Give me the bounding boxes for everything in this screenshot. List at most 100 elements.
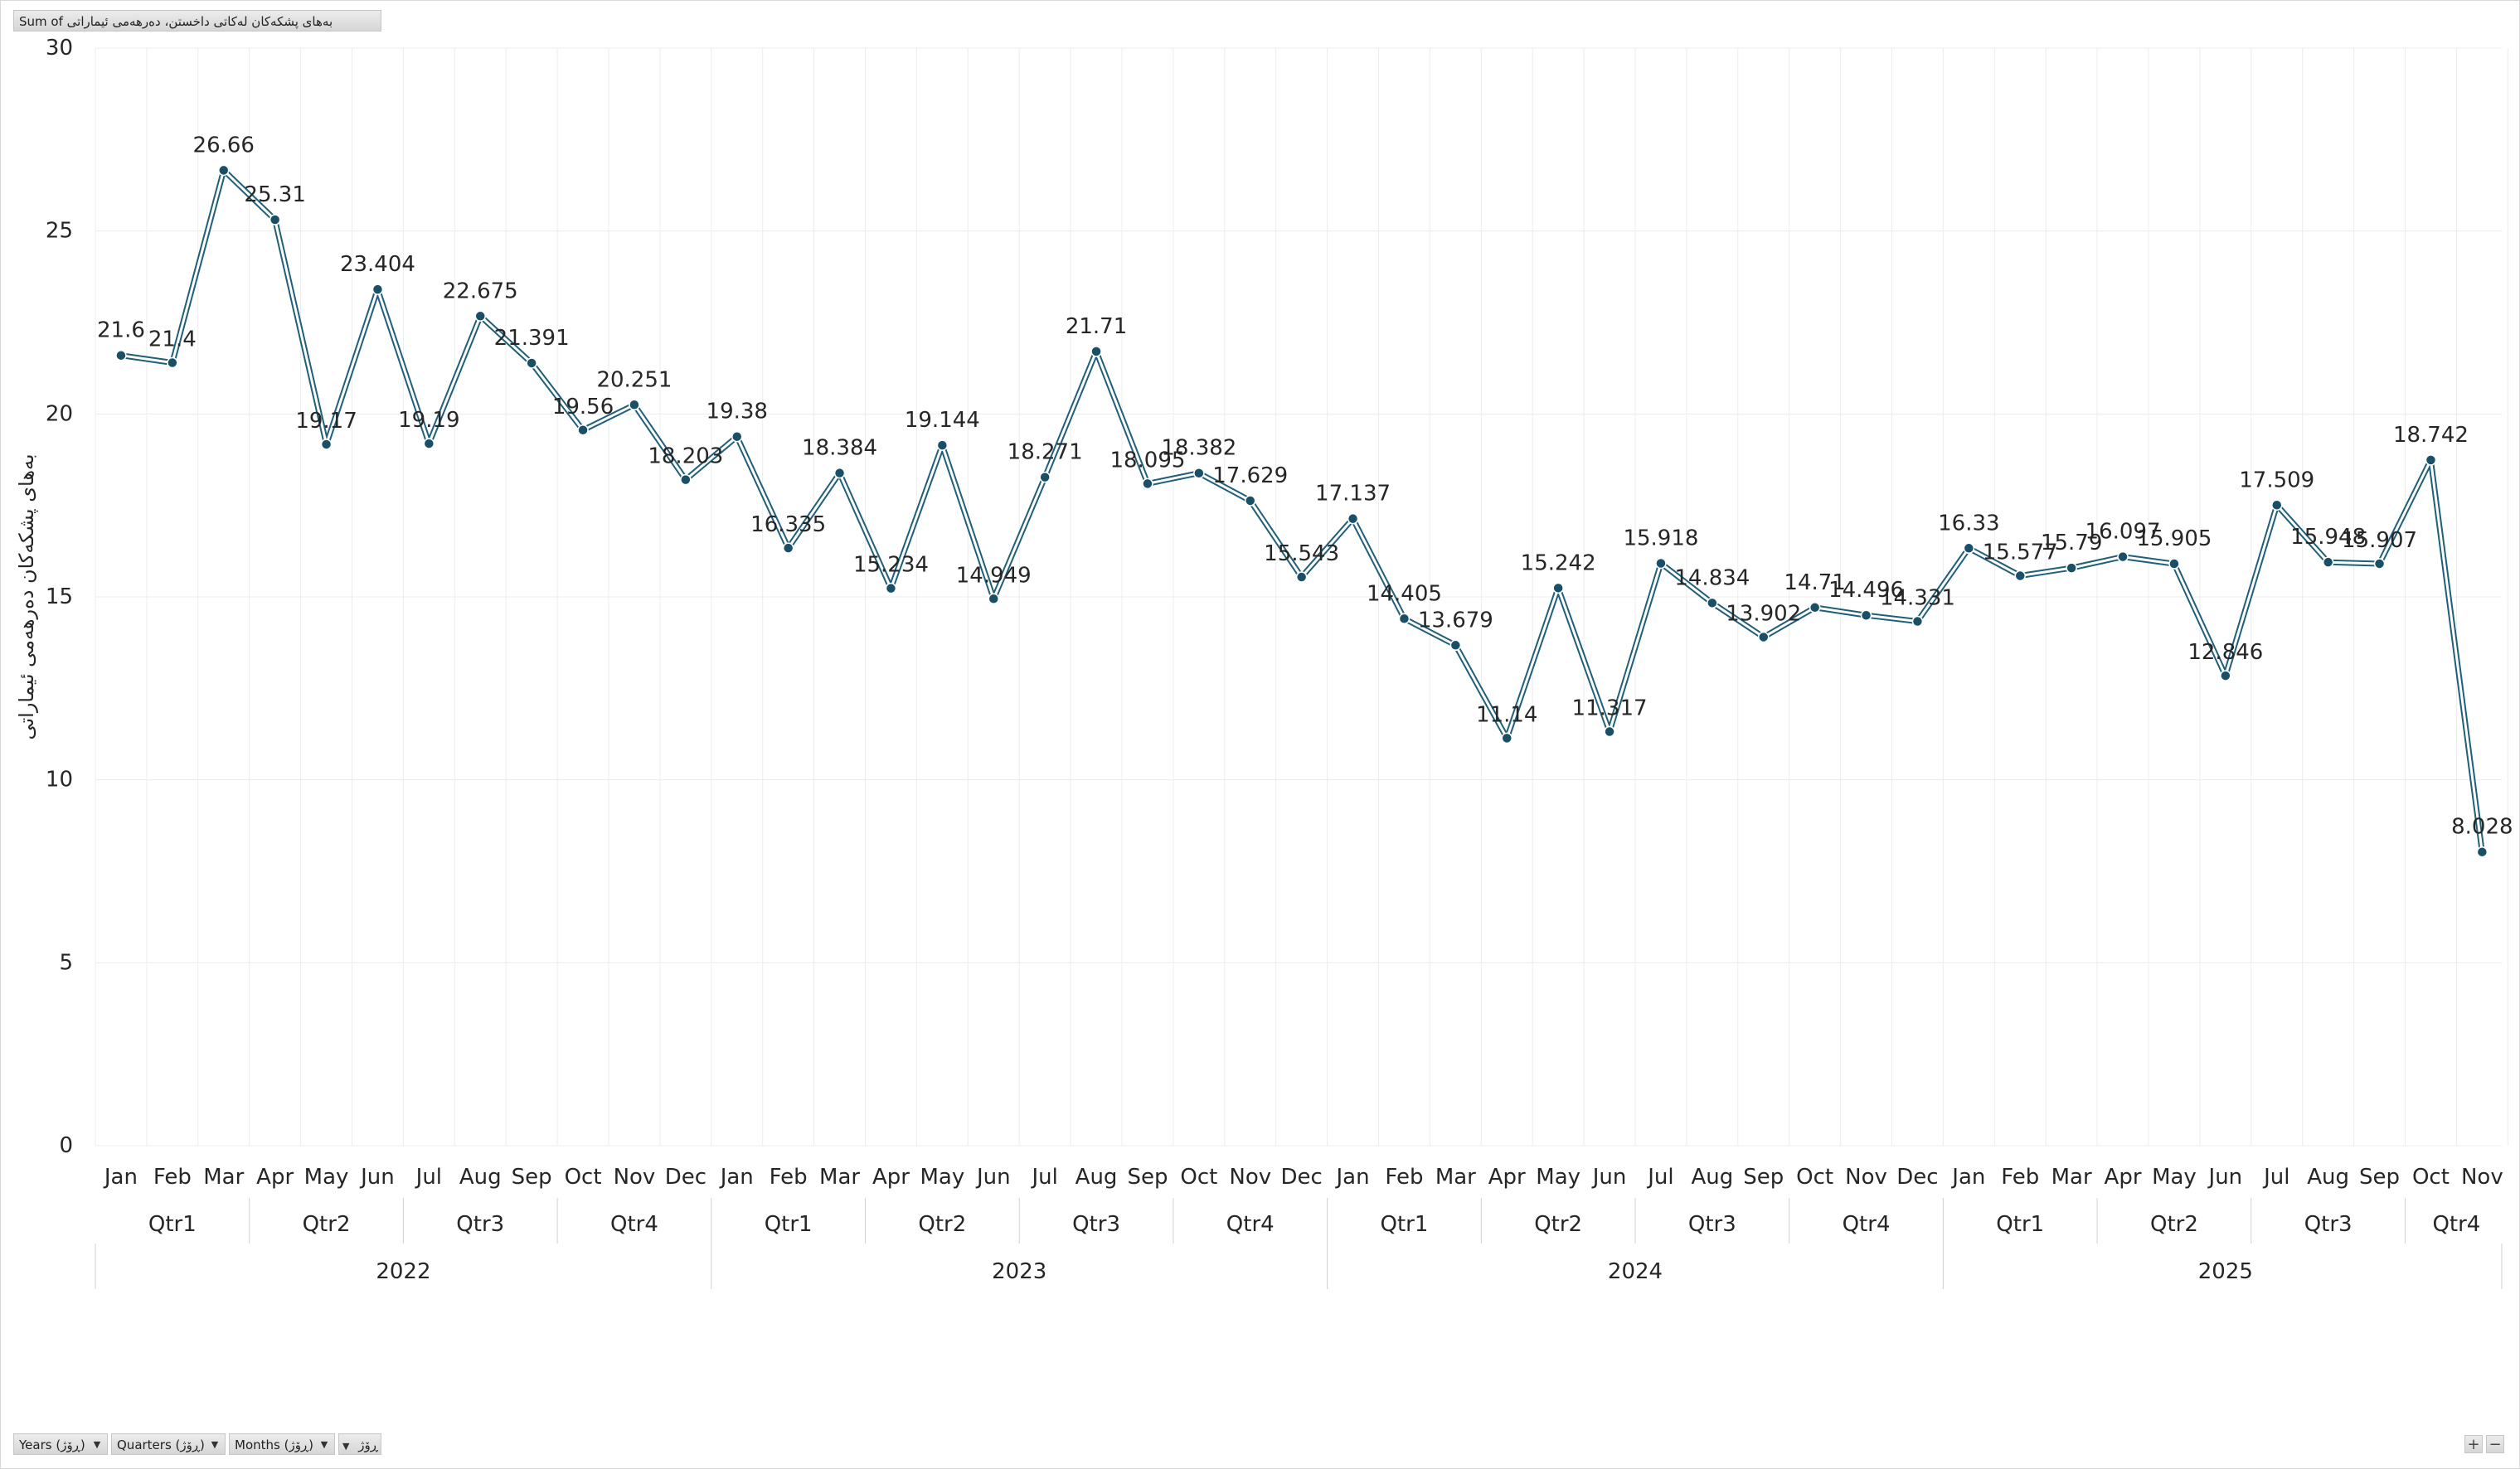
x-tick-label-quarter: Qtr4 [1226,1212,1275,1237]
x-tick-label-month: Nov [1229,1165,1271,1190]
data-label: 19.38 [706,400,768,424]
data-point[interactable] [1860,609,1872,621]
data-point[interactable] [936,439,949,451]
data-point[interactable] [2373,558,2386,570]
data-point[interactable] [2425,454,2437,466]
data-point[interactable] [269,214,281,225]
data-point[interactable] [988,593,999,605]
data-point[interactable] [1552,582,1564,594]
data-point[interactable] [423,438,435,449]
data-point[interactable] [782,542,794,554]
expand-field-button[interactable]: + [2464,1435,2483,1453]
data-label: 15.79 [2041,531,2102,555]
data-point[interactable] [2066,562,2077,574]
data-point[interactable] [1501,732,1512,744]
x-tick-label-month: May [1536,1165,1580,1190]
collapse-field-button[interactable]: − [2486,1435,2504,1453]
data-point[interactable] [2271,499,2283,511]
data-point[interactable] [629,399,640,411]
data-point[interactable] [218,164,230,177]
x-tick-label-month: Jan [1950,1165,1985,1190]
x-tick-label-month: Jul [1646,1165,1673,1190]
data-label: 16.335 [750,512,826,537]
x-tick-label-month: Feb [2001,1165,2039,1190]
data-label: 18.382 [1161,436,1236,461]
data-point[interactable] [320,439,333,450]
data-point[interactable] [1347,512,1359,525]
value-field-button[interactable]: Sum of بەهای پشکەکان لەکاتی داخستن، دەره… [13,10,381,32]
data-point[interactable] [2476,846,2488,858]
data-point[interactable] [1604,725,1615,738]
data-label: 14.71 [1784,570,1845,595]
x-tick-label-month: Aug [2307,1165,2349,1190]
x-tick-label-month: Apr [2105,1165,2142,1190]
data-point[interactable] [1911,615,1924,628]
data-label: 22.675 [443,279,518,303]
data-label: 25.31 [244,182,305,207]
data-label: 20.251 [596,367,672,392]
y-tick-label: 20 [46,401,73,426]
quarters-field-button[interactable]: Quarters (ڕۆژ) ▼ [111,1433,226,1455]
data-point[interactable] [371,284,384,295]
x-tick-label-month: Sep [1127,1165,1168,1190]
data-point[interactable] [474,310,486,322]
dropdown-arrow-icon[interactable]: ▼ [342,1441,350,1452]
data-label: 18.203 [648,444,723,469]
data-label: 18.271 [1008,440,1083,465]
x-tick-label-month: Dec [1280,1165,1322,1190]
x-tick-label-quarter: Qtr1 [1381,1212,1429,1237]
series-markers [115,164,2488,858]
data-point[interactable] [1809,602,1821,613]
x-tick-label-month: Jul [415,1165,442,1190]
data-point[interactable] [2117,550,2129,563]
data-point[interactable] [885,582,897,594]
x-tick-label-quarter: Qtr4 [1843,1212,1891,1237]
data-point[interactable] [1449,639,1462,652]
years-field-button[interactable]: Years (ڕۆژ) ▼ [13,1433,108,1455]
data-point[interactable] [1090,346,1102,357]
data-point[interactable] [1142,478,1153,490]
data-point[interactable] [1707,597,1718,609]
x-tick-label-quarter: Qtr4 [2432,1212,2480,1237]
months-field-button[interactable]: Months (ڕۆژ) ▼ [229,1433,335,1455]
data-point[interactable] [2168,558,2180,570]
data-label: 17.137 [1315,482,1391,507]
x-tick-label-month: Mar [2051,1165,2092,1190]
data-point[interactable] [1295,571,1308,583]
x-tick-label-month: Nov [614,1165,656,1190]
data-point[interactable] [1655,557,1667,570]
x-tick-label-quarter: Qtr3 [1688,1212,1736,1237]
data-point[interactable] [577,424,589,436]
y-tick-label: 15 [46,584,73,609]
data-point[interactable] [1398,613,1411,625]
data-point[interactable] [1193,467,1205,479]
day-field-button[interactable]: ▼ ڕۆژ [338,1433,381,1455]
data-point[interactable] [1758,631,1770,643]
data-point[interactable] [2220,670,2231,681]
data-point[interactable] [167,356,178,369]
dropdown-arrow-icon[interactable]: ▼ [93,1439,101,1450]
data-point[interactable] [1039,471,1051,483]
data-point[interactable] [680,473,692,486]
data-point[interactable] [2322,556,2334,568]
data-point[interactable] [1963,542,1975,555]
data-point[interactable] [1245,495,1256,507]
x-tick-label-quarter: Qtr1 [148,1212,197,1237]
data-label: 15.543 [1264,541,1339,566]
x-tick-label-month: Jul [2262,1165,2289,1190]
data-label: 14.405 [1367,581,1442,606]
y-tick-label: 10 [46,768,73,793]
dropdown-arrow-icon[interactable]: ▼ [211,1439,219,1450]
data-point[interactable] [731,430,743,443]
data-label: 19.19 [398,408,459,433]
data-point[interactable] [526,357,537,369]
x-tick-label-month: Jun [359,1165,395,1190]
x-tick-label-month: Sep [1743,1165,1784,1190]
data-label: 21.71 [1066,314,1127,339]
data-point[interactable] [833,467,846,479]
data-point[interactable] [2014,570,2026,582]
data-point[interactable] [115,349,127,361]
data-label: 19.17 [295,409,357,434]
dropdown-arrow-icon[interactable]: ▼ [320,1439,328,1450]
